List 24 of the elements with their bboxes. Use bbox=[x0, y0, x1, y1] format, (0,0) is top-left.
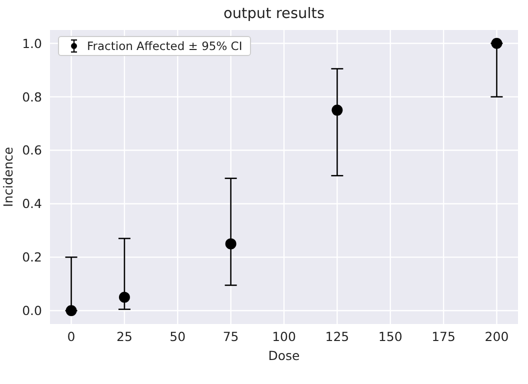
y-tick-label: 0.2 bbox=[22, 250, 42, 265]
x-tick-label: 50 bbox=[170, 328, 186, 344]
y-axis-title: Incidence bbox=[0, 146, 16, 207]
x-tick-label: 100 bbox=[272, 328, 296, 344]
point bbox=[225, 238, 236, 250]
point bbox=[118, 292, 130, 303]
point bbox=[332, 104, 343, 116]
x-tick-label: 200 bbox=[484, 328, 509, 344]
x-tick-label: 0 bbox=[67, 328, 76, 344]
y-tick-label: 1.0 bbox=[22, 36, 42, 51]
y-tick-label: 0.4 bbox=[22, 196, 42, 212]
y-tick-label: 0.0 bbox=[22, 303, 42, 318]
x-axis-title: Dose bbox=[268, 348, 300, 363]
point bbox=[66, 305, 77, 316]
y-tick-label: 0.8 bbox=[22, 89, 42, 104]
x-tick-label: 75 bbox=[222, 328, 239, 344]
point bbox=[491, 38, 502, 49]
x-tick-label: 25 bbox=[116, 328, 132, 344]
chart-title: output results bbox=[223, 6, 325, 22]
x-tick-label: 150 bbox=[378, 328, 402, 344]
x-tick-label: 125 bbox=[325, 328, 350, 344]
legend-label: Fraction Affected ± 95% CI bbox=[87, 39, 242, 53]
y-tick-label: 0.6 bbox=[22, 142, 42, 158]
x-tick-label: 175 bbox=[432, 328, 456, 344]
